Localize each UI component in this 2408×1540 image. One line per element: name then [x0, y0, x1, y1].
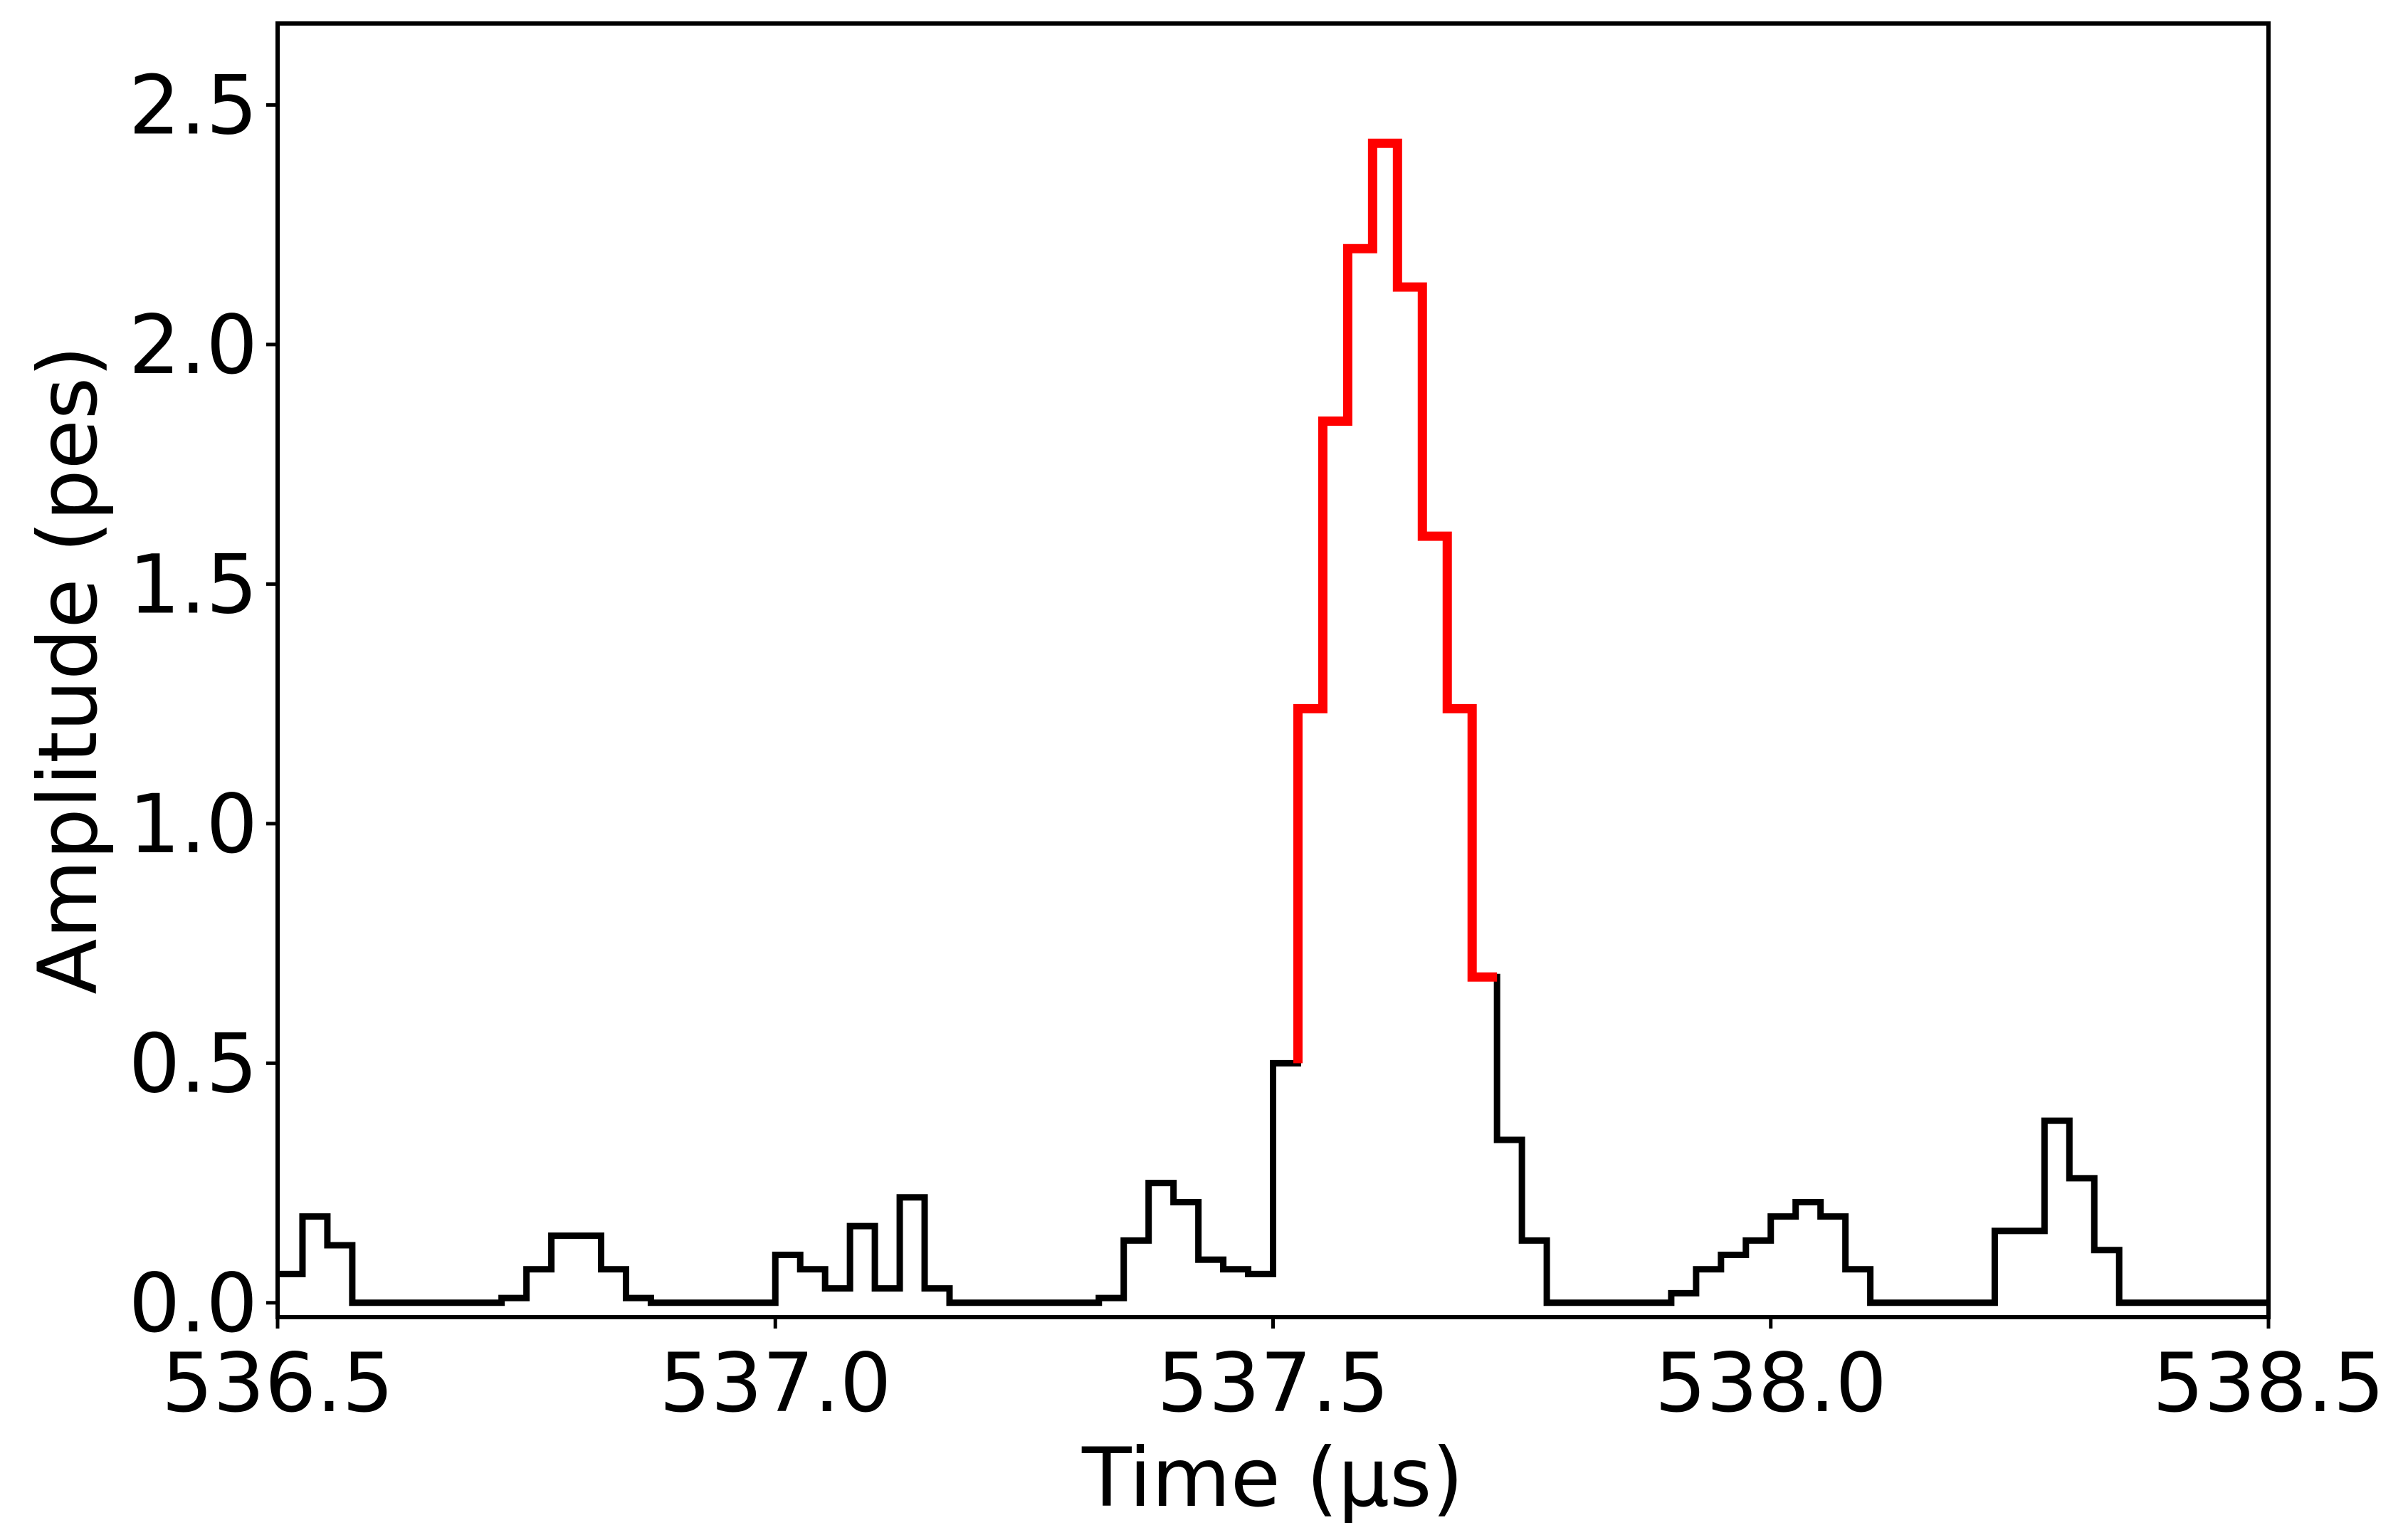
y-axis-title: Amplitude (pes): [21, 345, 115, 994]
y-tick-label: 2.0: [129, 298, 258, 392]
y-tick-label: 0.0: [129, 1256, 258, 1351]
y-axis: 0.0 0.5 1.0 1.5 2.0 2.5: [129, 58, 278, 1351]
y-tick-label: 1.5: [129, 537, 258, 632]
x-tick-label: 538.0: [1655, 1336, 1887, 1430]
x-axis-title: Time (μs): [1081, 1430, 1463, 1525]
x-tick-label: 538.5: [2152, 1336, 2385, 1430]
series-0-line: [278, 140, 2268, 1306]
y-tick-label: 1.0: [129, 777, 258, 871]
x-tick-label: 536.5: [162, 1336, 394, 1430]
series-1-line: [1293, 138, 1498, 1064]
series-layer: [278, 138, 2268, 1306]
y-tick-label: 2.5: [129, 58, 258, 152]
x-tick-label: 537.5: [1157, 1336, 1389, 1430]
plot-area: [275, 21, 2271, 1319]
x-axis: 536.5 537.0 537.5 538.0 538.5: [162, 1317, 2385, 1430]
y-tick-label: 0.5: [129, 1016, 258, 1111]
x-tick-label: 537.0: [659, 1336, 891, 1430]
